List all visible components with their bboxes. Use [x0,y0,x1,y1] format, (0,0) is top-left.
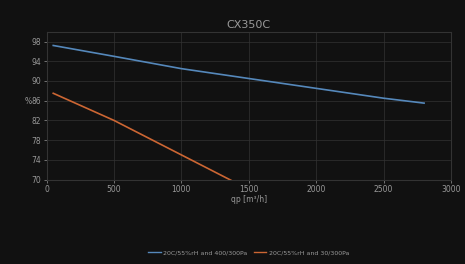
X-axis label: qp [m³/h]: qp [m³/h] [231,195,267,204]
20C/55%rH and 30/300Pa [246,188,252,191]
20C/55%rH and 30/300Pa [421,239,427,243]
20C/55%rH and 400/300Pa [421,102,427,105]
Legend: 20C/55%rH and 400/300Pa, 20C/55%rH and 30/300Pa: 20C/55%rH and 400/300Pa, 20C/55%rH and 3… [146,247,352,258]
20C/55%rH and 30/300Pa [179,153,184,157]
20C/55%rH and 30/300Pa [50,92,56,95]
Title: CX350C: CX350C [227,20,271,30]
20C/55%rH and 400/300Pa [179,67,184,70]
20C/55%rH and 30/300Pa [111,119,117,122]
20C/55%rH and 400/300Pa [50,44,56,47]
20C/55%rH and 400/300Pa [313,87,319,90]
20C/55%rH and 30/300Pa [313,213,319,216]
20C/55%rH and 400/300Pa [111,55,117,58]
20C/55%rH and 30/300Pa [381,232,386,235]
Y-axis label: %: % [25,97,32,106]
20C/55%rH and 400/300Pa [381,97,386,100]
Line: 20C/55%rH and 400/300Pa: 20C/55%rH and 400/300Pa [53,45,424,103]
Line: 20C/55%rH and 30/300Pa: 20C/55%rH and 30/300Pa [53,93,424,241]
20C/55%rH and 400/300Pa [246,77,252,80]
